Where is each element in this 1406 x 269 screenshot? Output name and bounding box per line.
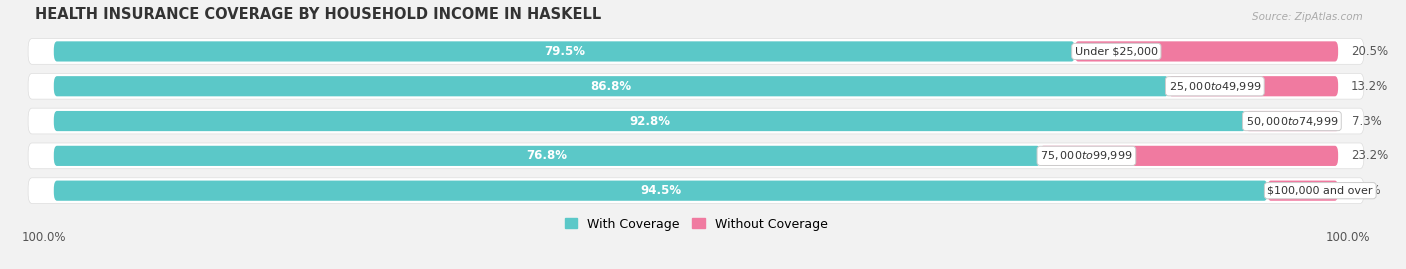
FancyBboxPatch shape (28, 108, 1364, 134)
FancyBboxPatch shape (28, 73, 1364, 99)
Text: 100.0%: 100.0% (21, 231, 66, 244)
Text: Under $25,000: Under $25,000 (1074, 47, 1159, 56)
FancyBboxPatch shape (53, 146, 1040, 166)
FancyBboxPatch shape (1246, 111, 1340, 131)
FancyBboxPatch shape (53, 180, 1267, 201)
FancyBboxPatch shape (1168, 76, 1339, 96)
FancyBboxPatch shape (28, 178, 1364, 204)
FancyBboxPatch shape (53, 111, 1246, 131)
Legend: With Coverage, Without Coverage: With Coverage, Without Coverage (560, 213, 832, 236)
Text: 13.2%: 13.2% (1351, 80, 1388, 93)
Text: 86.8%: 86.8% (591, 80, 631, 93)
FancyBboxPatch shape (28, 143, 1364, 169)
Text: Source: ZipAtlas.com: Source: ZipAtlas.com (1251, 12, 1362, 22)
FancyBboxPatch shape (1267, 180, 1339, 201)
Text: $25,000 to $49,999: $25,000 to $49,999 (1168, 80, 1261, 93)
Text: $75,000 to $99,999: $75,000 to $99,999 (1040, 149, 1133, 162)
Text: 23.2%: 23.2% (1351, 149, 1388, 162)
Text: 92.8%: 92.8% (630, 115, 671, 128)
Text: 5.5%: 5.5% (1351, 184, 1381, 197)
Text: 20.5%: 20.5% (1351, 45, 1388, 58)
Text: 7.3%: 7.3% (1353, 115, 1382, 128)
Text: 79.5%: 79.5% (544, 45, 585, 58)
Text: 76.8%: 76.8% (526, 149, 568, 162)
FancyBboxPatch shape (53, 41, 1074, 62)
FancyBboxPatch shape (1040, 146, 1339, 166)
Text: HEALTH INSURANCE COVERAGE BY HOUSEHOLD INCOME IN HASKELL: HEALTH INSURANCE COVERAGE BY HOUSEHOLD I… (35, 7, 600, 22)
Text: 94.5%: 94.5% (640, 184, 682, 197)
FancyBboxPatch shape (53, 76, 1168, 96)
Text: $50,000 to $74,999: $50,000 to $74,999 (1246, 115, 1339, 128)
Text: 100.0%: 100.0% (1326, 231, 1371, 244)
FancyBboxPatch shape (28, 38, 1364, 64)
FancyBboxPatch shape (1074, 41, 1339, 62)
Text: $100,000 and over: $100,000 and over (1267, 186, 1374, 196)
